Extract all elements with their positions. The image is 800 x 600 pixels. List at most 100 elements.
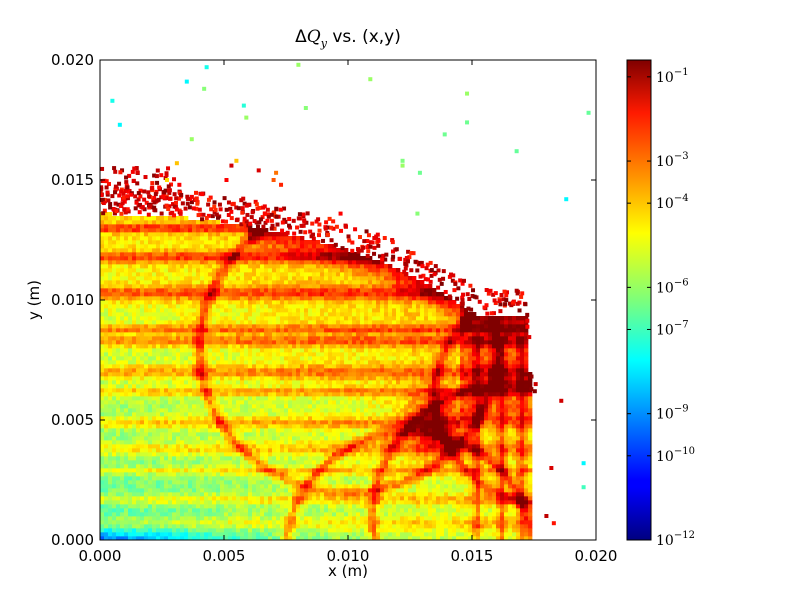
heatmap-cell [116, 364, 121, 369]
heatmap-cell [396, 392, 401, 397]
heatmap-cell [176, 456, 181, 461]
heatmap-cell [376, 520, 381, 525]
heatmap-cell [204, 372, 209, 377]
heatmap-cell [204, 392, 209, 397]
heatmap-cell [412, 416, 417, 421]
heatmap-cell [208, 472, 213, 477]
heatmap-cell [104, 512, 109, 517]
heatmap-cell [100, 524, 105, 529]
heatmap-cell [276, 432, 281, 437]
heatmap-cell [384, 504, 389, 509]
heatmap-cell [224, 392, 229, 397]
heatmap-cell [124, 484, 129, 489]
heatmap-cell [276, 392, 281, 397]
heatmap-cell [196, 428, 201, 433]
heatmap-cell [304, 496, 309, 501]
heatmap-cell [396, 480, 401, 485]
heatmap-cell [328, 440, 333, 445]
heatmap-cell [296, 420, 301, 425]
heatmap-cell [176, 480, 181, 485]
heatmap-cell [176, 520, 181, 525]
heatmap-cell [148, 492, 153, 497]
heatmap-cell [404, 384, 409, 389]
heatmap-cell [412, 400, 417, 405]
heatmap-cell [468, 384, 473, 389]
heatmap-cell [112, 464, 117, 469]
heatmap-cell [116, 424, 121, 429]
heatmap-cell [316, 460, 321, 465]
heatmap-cell [440, 360, 445, 365]
heatmap-cell [508, 492, 513, 497]
heatmap-cell [444, 380, 449, 385]
heatmap-cell [500, 448, 505, 453]
heatmap-cell [428, 400, 433, 405]
heatmap-cell [232, 448, 237, 453]
heatmap-cell [272, 360, 277, 365]
heatmap-cell [468, 468, 473, 473]
heatmap-cell [300, 496, 305, 501]
heatmap-cell [356, 516, 361, 521]
heatmap-cell [464, 408, 469, 413]
heatmap-cell [216, 520, 221, 525]
heatmap-cell [168, 396, 173, 401]
heatmap-cell [152, 404, 157, 409]
heatmap-cell [512, 460, 517, 465]
heatmap-cell [384, 468, 389, 473]
heatmap-cell [488, 368, 493, 373]
heatmap-cell [408, 524, 413, 529]
heatmap-cell [200, 500, 205, 505]
heatmap-cell [260, 392, 265, 397]
heatmap-cell [388, 396, 393, 401]
heatmap-cell [268, 420, 273, 425]
heatmap-cell [272, 416, 277, 421]
heatmap-cell [376, 456, 381, 461]
heatmap-cell [312, 500, 317, 505]
heatmap-cell [372, 480, 377, 485]
heatmap-cell [384, 388, 389, 393]
heatmap-cell [416, 500, 421, 505]
heatmap-cell [504, 368, 509, 373]
heatmap-cell [240, 416, 245, 421]
heatmap-cell [352, 488, 357, 493]
heatmap-cell [504, 480, 509, 485]
heatmap-cell [344, 488, 349, 493]
heatmap-cell [516, 428, 521, 433]
heatmap-cell [300, 512, 305, 517]
heatmap-cell [220, 512, 225, 517]
heatmap-cell [112, 420, 117, 425]
heatmap-cell [288, 504, 293, 509]
heatmap-cell [340, 524, 345, 529]
heatmap-cell [372, 468, 377, 473]
heatmap-cell [448, 520, 453, 525]
heatmap-cell [432, 428, 437, 433]
heatmap-cell [244, 380, 249, 385]
heatmap-cell [108, 464, 113, 469]
heatmap-cell [528, 496, 533, 501]
heatmap-cell [172, 408, 177, 413]
heatmap-cell [364, 476, 369, 481]
heatmap-cell [276, 400, 281, 405]
heatmap-cell [448, 444, 453, 449]
heatmap-cell [228, 400, 233, 405]
heatmap-cell [252, 492, 257, 497]
heatmap-cell [516, 472, 521, 477]
heatmap-cell [308, 448, 313, 453]
heatmap-cell [368, 372, 373, 377]
heatmap-cell [184, 444, 189, 449]
heatmap-cell [460, 492, 465, 497]
heatmap-cell [380, 432, 385, 437]
heatmap-cell [204, 484, 209, 489]
heatmap-cell [124, 404, 129, 409]
heatmap-cell [288, 488, 293, 493]
heatmap-cell [268, 512, 273, 517]
heatmap-cell [292, 484, 297, 489]
heatmap-cell [304, 504, 309, 509]
heatmap-cell [348, 480, 353, 485]
heatmap-cell [524, 380, 529, 385]
heatmap-cell [240, 508, 245, 513]
heatmap-cell [512, 420, 517, 425]
heatmap-cell [524, 464, 529, 469]
heatmap-cell [376, 416, 381, 421]
heatmap-cell [252, 404, 257, 409]
heatmap-cell [244, 468, 249, 473]
